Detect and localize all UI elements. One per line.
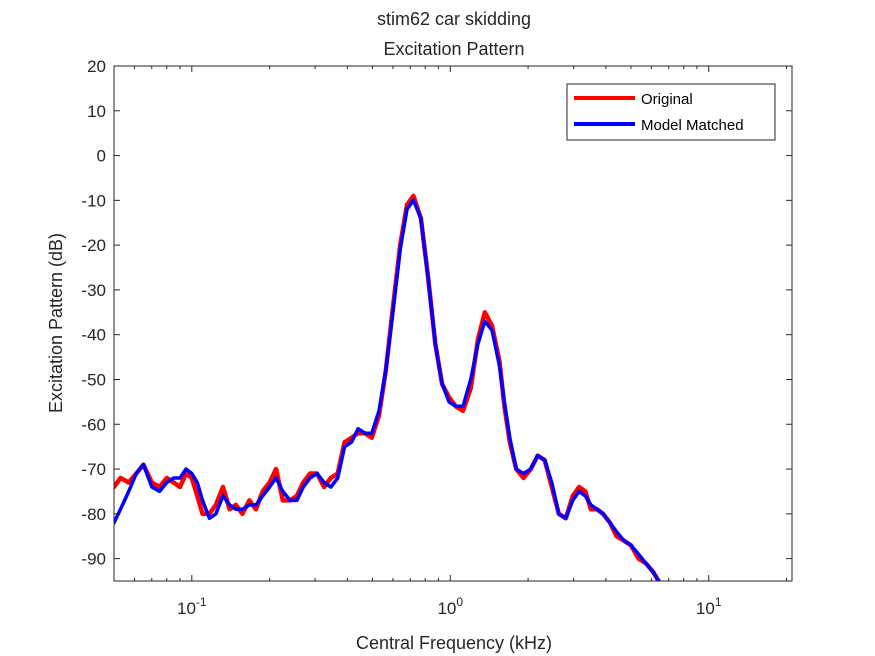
series-line-model-matched (114, 198, 661, 581)
series-line-original (114, 193, 661, 581)
chart-title: stim62 car skidding (377, 9, 531, 29)
legend-label-original: Original (641, 91, 693, 108)
y-axis-label: Excitation Pattern (dB) (46, 233, 66, 413)
x-axis-label: Central Frequency (kHz) (356, 633, 552, 653)
x-tick-label: 10-1 (177, 595, 207, 618)
legend-label-model-matched: Model Matched (641, 117, 744, 134)
y-tick-label: -50 (81, 370, 106, 389)
y-tick-label: 0 (97, 147, 106, 166)
legend: Original Model Matched (566, 83, 776, 141)
y-tick-label: -30 (81, 281, 106, 300)
y-tick-label: -80 (81, 505, 106, 524)
chart-subtitle: Excitation Pattern (383, 39, 524, 59)
y-tick-label: -70 (81, 460, 106, 479)
y-tick-label: -90 (81, 550, 106, 569)
x-tick-label: 101 (696, 595, 722, 618)
plot-area (113, 65, 793, 582)
y-tick-label: 20 (87, 57, 106, 76)
y-tick-label: -10 (81, 191, 106, 210)
x-tick-label: 100 (437, 595, 463, 618)
y-tick-label: -40 (81, 326, 106, 345)
y-tick-label: -20 (81, 236, 106, 255)
y-tick-label: -60 (81, 415, 106, 434)
legend-box (566, 83, 776, 141)
y-tick-label: 10 (87, 102, 106, 121)
